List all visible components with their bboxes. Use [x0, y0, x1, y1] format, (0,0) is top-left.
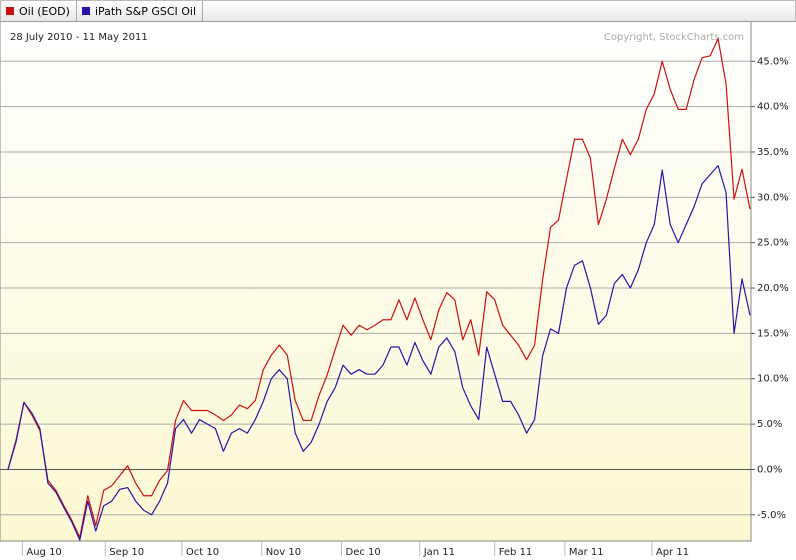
y-tick-label: 10.0%: [757, 374, 789, 385]
plot-area: [0, 20, 752, 542]
y-tick-label: 5.0%: [757, 419, 782, 430]
y-tick-label: 40.0%: [757, 102, 789, 113]
legend-item: iPath S&P GSCI Oil: [77, 1, 204, 21]
x-tick-label: Nov 10: [266, 547, 301, 558]
legend-swatch: [6, 7, 14, 15]
y-tick-label: 15.0%: [757, 328, 789, 339]
y-tick-label: 30.0%: [757, 192, 789, 203]
legend-label: iPath S&P GSCI Oil: [94, 4, 197, 18]
x-tick-label: Dec 10: [346, 547, 381, 558]
x-tick-label: Oct 10: [186, 547, 219, 558]
x-tick-label: Jan 11: [423, 547, 455, 558]
x-tick-label: Sep 10: [109, 547, 144, 558]
date-range: 28 July 2010 - 11 May 2011: [10, 32, 148, 43]
legend-swatch: [81, 7, 90, 15]
x-tick-label: Mar 11: [569, 547, 604, 558]
series-line: [7, 164, 751, 541]
copyright: Copyright, StockCharts.com: [604, 32, 744, 43]
y-tick-label: 35.0%: [757, 147, 789, 158]
y-tick-label: 45.0%: [757, 56, 789, 67]
y-tick-label: 0.0%: [757, 464, 782, 475]
x-tick-label: Feb 11: [499, 547, 533, 558]
x-tick-label: Apr 11: [656, 547, 689, 558]
legend-item: Oil (EOD): [1, 1, 77, 21]
series-line: [7, 38, 751, 539]
y-tick-label: -5.0%: [757, 510, 786, 521]
x-tick-label: Aug 10: [26, 547, 61, 558]
legend-label: Oil (EOD): [19, 4, 70, 18]
legend: Oil (EOD) iPath S&P GSCI Oil: [0, 0, 796, 22]
y-tick-label: 25.0%: [757, 238, 789, 249]
y-tick-label: 20.0%: [757, 283, 789, 294]
